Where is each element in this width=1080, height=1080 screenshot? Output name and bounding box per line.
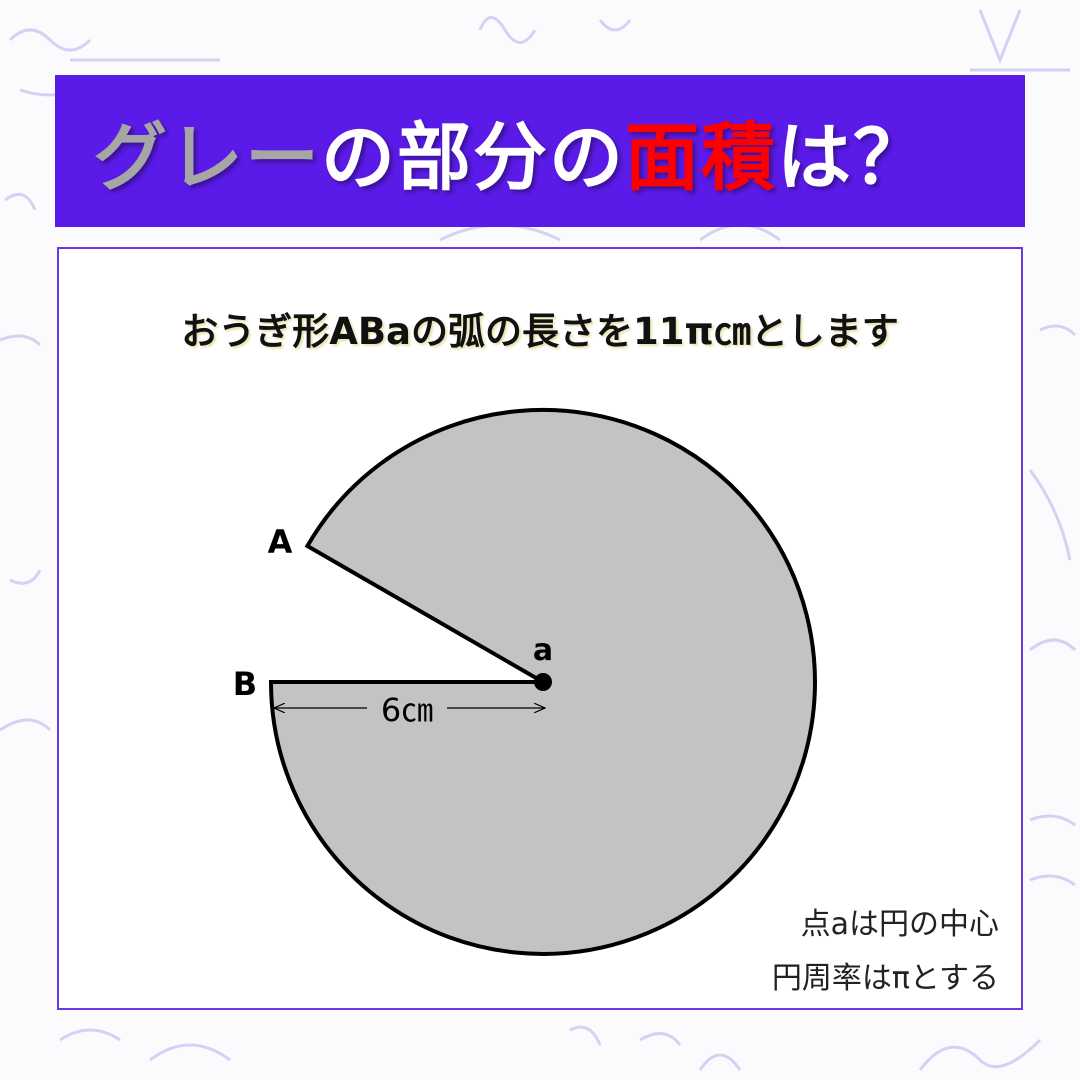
title-gray-text: グレー [93,114,321,201]
label-a-point: A [268,523,293,561]
title-text: の部分の [321,114,625,201]
note-center: 点aは円の中心 [800,907,999,942]
label-b-point: B [233,665,257,703]
problem-panel: おうぎ形ABaの弧の長さを11π㎝とします A B a 6㎝ 点aは円の中心 円… [57,247,1023,1010]
radius-label: 6㎝ [381,691,433,729]
sector-diagram: A B a 6㎝ [233,407,817,956]
title-question-text: は？ [777,114,929,201]
question-title: グレーの部分の面積は？ [93,98,929,205]
center-point [534,673,552,691]
label-center: a [533,633,553,668]
title-banner: グレーの部分の面積は？ [55,75,1025,227]
title-highlight-text: 面積 [625,114,777,201]
note-pi: 円周率はπとする [771,961,999,996]
problem-statement: おうぎ形ABaの弧の長さを11π㎝とします [181,310,899,353]
